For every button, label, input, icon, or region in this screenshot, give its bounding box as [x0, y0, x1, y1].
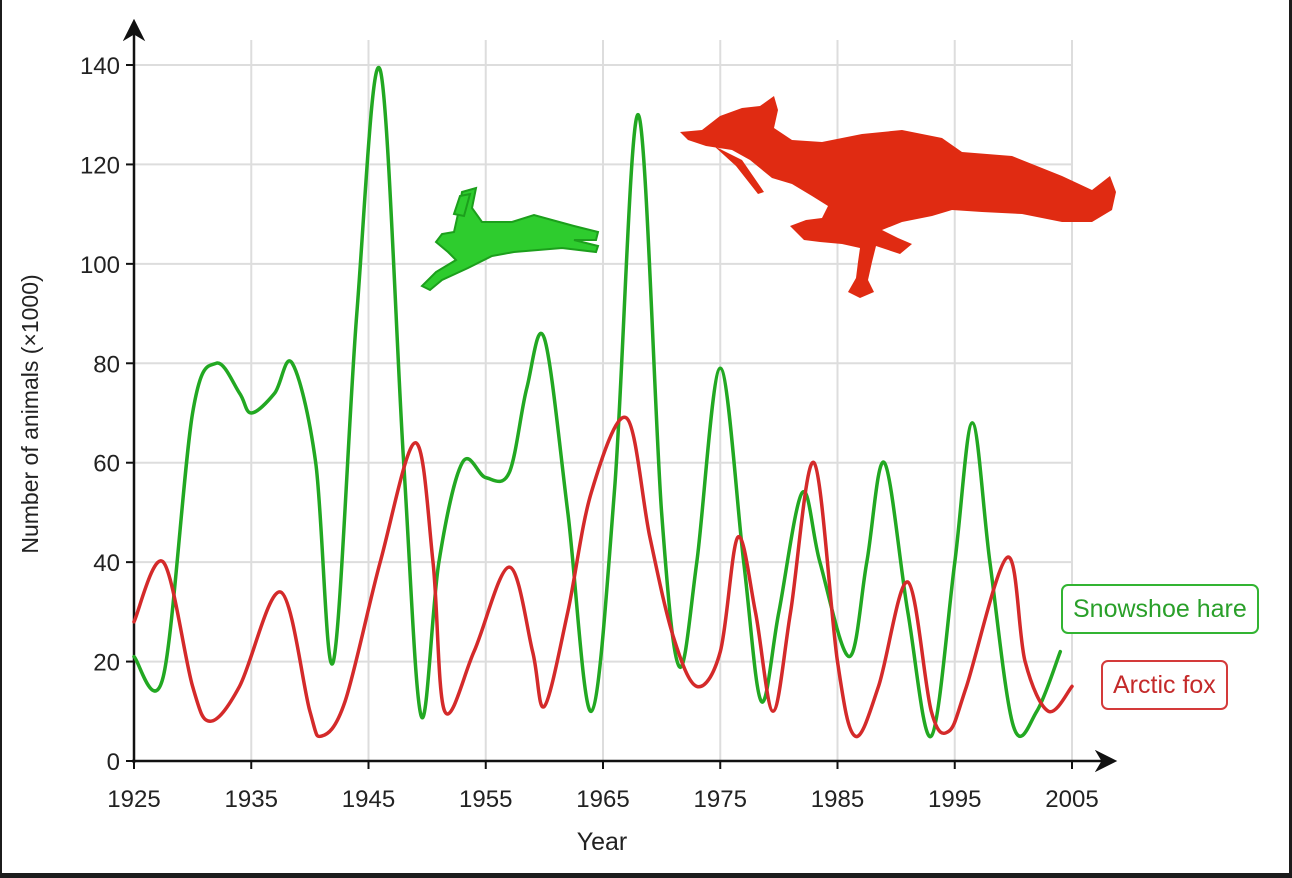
series-line-arctic-fox	[132, 415, 1074, 739]
y-tick-label-20: 20	[93, 650, 120, 677]
axes	[122, 18, 1118, 773]
y-tick-label-60: 60	[93, 451, 120, 478]
x-tick-label-1985: 1985	[811, 786, 864, 813]
series-lines	[132, 65, 1074, 739]
y-tick-label-0: 0	[107, 749, 120, 776]
fox-illustration	[680, 96, 1116, 298]
x-tick-label-1965: 1965	[576, 786, 629, 813]
x-tick-label-1995: 1995	[928, 786, 981, 813]
legend-arctic-fox: Arctic fox	[1101, 660, 1228, 710]
x-tick-label-1975: 1975	[694, 786, 747, 813]
x-tick-label-1945: 1945	[342, 786, 395, 813]
x-tick-label-1955: 1955	[459, 786, 512, 813]
x-tick-label-1925: 1925	[107, 786, 160, 813]
tick-labels: 1925 1935 1945 1955 1965 1975 1985 1995 2005 0 20 4…	[80, 53, 1099, 813]
y-tick-label-140: 140	[80, 53, 120, 80]
x-tick-label-2005: 2005	[1045, 786, 1098, 813]
x-axis-label: Year	[577, 828, 628, 856]
y-tick-label-80: 80	[93, 351, 120, 378]
y-tick-label-120: 120	[80, 152, 120, 179]
legend-label-fox: Arctic fox	[1113, 671, 1216, 699]
legend-label-hare: Snowshoe hare	[1073, 595, 1247, 623]
illustrations	[420, 96, 1116, 298]
y-tick-label-40: 40	[93, 550, 120, 577]
x-tick-label-1935: 1935	[225, 786, 278, 813]
y-axis-label: Number of animals (×1000)	[17, 274, 43, 553]
series-line-snowshoe-hare	[132, 65, 1063, 739]
hare-illustration	[420, 186, 600, 292]
legend-snowshoe-hare: Snowshoe hare	[1061, 584, 1259, 634]
y-tick-label-100: 100	[80, 252, 120, 279]
